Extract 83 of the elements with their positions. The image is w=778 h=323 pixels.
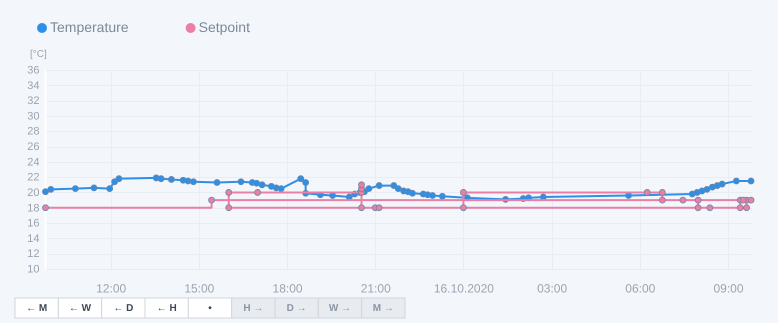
y-tick-label: 22: [27, 172, 40, 184]
point: [644, 189, 651, 196]
x-tick-label: 12:00: [96, 282, 126, 296]
y-tick-label: 30: [27, 110, 40, 122]
y-axis-title: [°C]: [30, 49, 47, 60]
point: [748, 178, 754, 184]
point: [429, 192, 436, 199]
point: [90, 184, 98, 192]
text: W →: [328, 303, 352, 314]
y-tick-label: 14: [27, 232, 40, 245]
point: [460, 204, 467, 212]
point: [42, 204, 49, 212]
point: [658, 189, 666, 196]
x-tick-label: 03:00: [537, 282, 568, 296]
x-tick-label: 21:00: [360, 282, 392, 296]
x-tick-label: 09:00: [713, 282, 744, 296]
point: [740, 196, 747, 204]
point: [748, 196, 754, 204]
point: [358, 204, 365, 212]
point: [680, 196, 686, 204]
point: [258, 181, 266, 188]
point: [42, 188, 49, 196]
y-tick-label: 10: [27, 264, 40, 276]
point: [358, 181, 365, 188]
point: [184, 178, 192, 184]
point: [736, 204, 744, 212]
point: [278, 185, 285, 192]
point: [253, 180, 260, 187]
point: [704, 186, 710, 193]
y-tick-label: 28: [27, 126, 40, 138]
x-tick-label: 15:00: [184, 282, 215, 296]
text: M →: [372, 303, 394, 314]
y-tick-label: 26: [27, 141, 40, 154]
x-tick-label: 06:00: [625, 282, 656, 296]
text: ← W: [68, 303, 92, 314]
point: [390, 182, 398, 189]
point: [225, 204, 232, 212]
point: [743, 204, 750, 212]
y-tick-label: 16: [27, 218, 40, 230]
point: [394, 185, 402, 192]
y-tick-label: 34: [27, 80, 40, 92]
point: [376, 182, 383, 189]
text: •: [208, 303, 212, 314]
point: [365, 185, 372, 192]
point: [718, 180, 726, 188]
legend-label: Temperature: [50, 19, 129, 35]
point: [694, 196, 702, 204]
y-tick-label: 24: [27, 156, 40, 168]
y-tick-label: 36: [27, 64, 40, 76]
point: [190, 178, 197, 186]
point: [732, 178, 740, 184]
text: ← M: [26, 303, 48, 314]
legend-label: Setpoint: [198, 19, 250, 35]
point: [376, 204, 383, 212]
point: [302, 179, 310, 186]
text: ← H: [156, 303, 177, 314]
point: [254, 189, 262, 196]
text: H →: [243, 303, 264, 314]
point: [225, 189, 232, 196]
x-tick-label: 18:00: [272, 282, 303, 296]
text: ← D: [113, 303, 134, 314]
point: [116, 175, 122, 182]
point: [158, 175, 165, 182]
text: D →: [286, 303, 307, 314]
y-tick-label: 12: [27, 248, 40, 260]
point: [72, 185, 79, 192]
y-tick-label: 20: [27, 186, 40, 199]
point: [297, 175, 304, 182]
y-tick-label: 18: [27, 202, 40, 214]
point: [438, 192, 446, 200]
point: [409, 190, 416, 197]
x-tick-label: 16.10.2020: [434, 282, 494, 296]
point: [658, 196, 666, 204]
y-tick-label: 32: [27, 95, 40, 108]
point: [214, 179, 220, 186]
point: [208, 196, 215, 204]
point: [47, 186, 54, 193]
point: [106, 185, 114, 192]
point: [168, 176, 175, 183]
point: [460, 189, 467, 196]
point: [706, 204, 714, 212]
point: [238, 178, 244, 186]
point: [694, 204, 702, 212]
